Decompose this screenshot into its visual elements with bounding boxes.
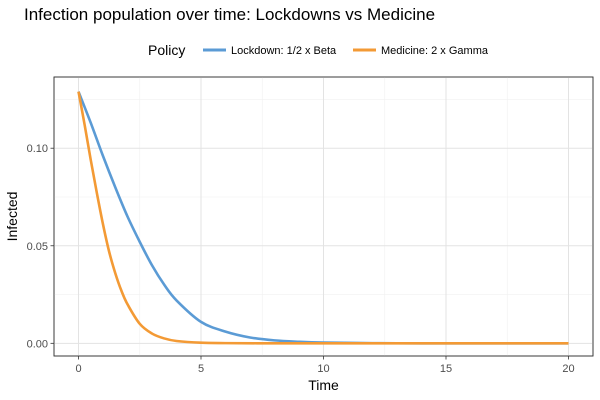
x-tick-label: 5 [198, 363, 204, 375]
legend: Policy Lockdown: 1/2 x Beta Medicine: 2 … [148, 42, 489, 58]
x-axis-title: Time [308, 377, 339, 393]
x-tick-label: 0 [75, 363, 81, 375]
y-axis: 0.00 0.05 0.10 [27, 143, 54, 350]
series-line-medicine [77, 91, 569, 345]
y-axis-title: Infected [4, 192, 20, 242]
legend-label-medicine: Medicine: 2 x Gamma [381, 45, 489, 57]
y-tick-label: 0.05 [27, 241, 48, 253]
grid-major [54, 77, 593, 356]
x-tick-label: 15 [440, 363, 452, 375]
legend-title: Policy [148, 42, 185, 58]
series-layer [77, 91, 569, 345]
y-tick-label: 0.10 [27, 143, 48, 155]
chart-title: Infection population over time: Lockdown… [24, 5, 435, 24]
y-tick-label: 0.00 [27, 338, 48, 350]
x-axis: 0 5 10 15 20 [75, 356, 575, 375]
legend-label-lockdown: Lockdown: 1/2 x Beta [231, 45, 337, 57]
x-tick-label: 20 [562, 363, 574, 375]
x-tick-label: 10 [317, 363, 329, 375]
